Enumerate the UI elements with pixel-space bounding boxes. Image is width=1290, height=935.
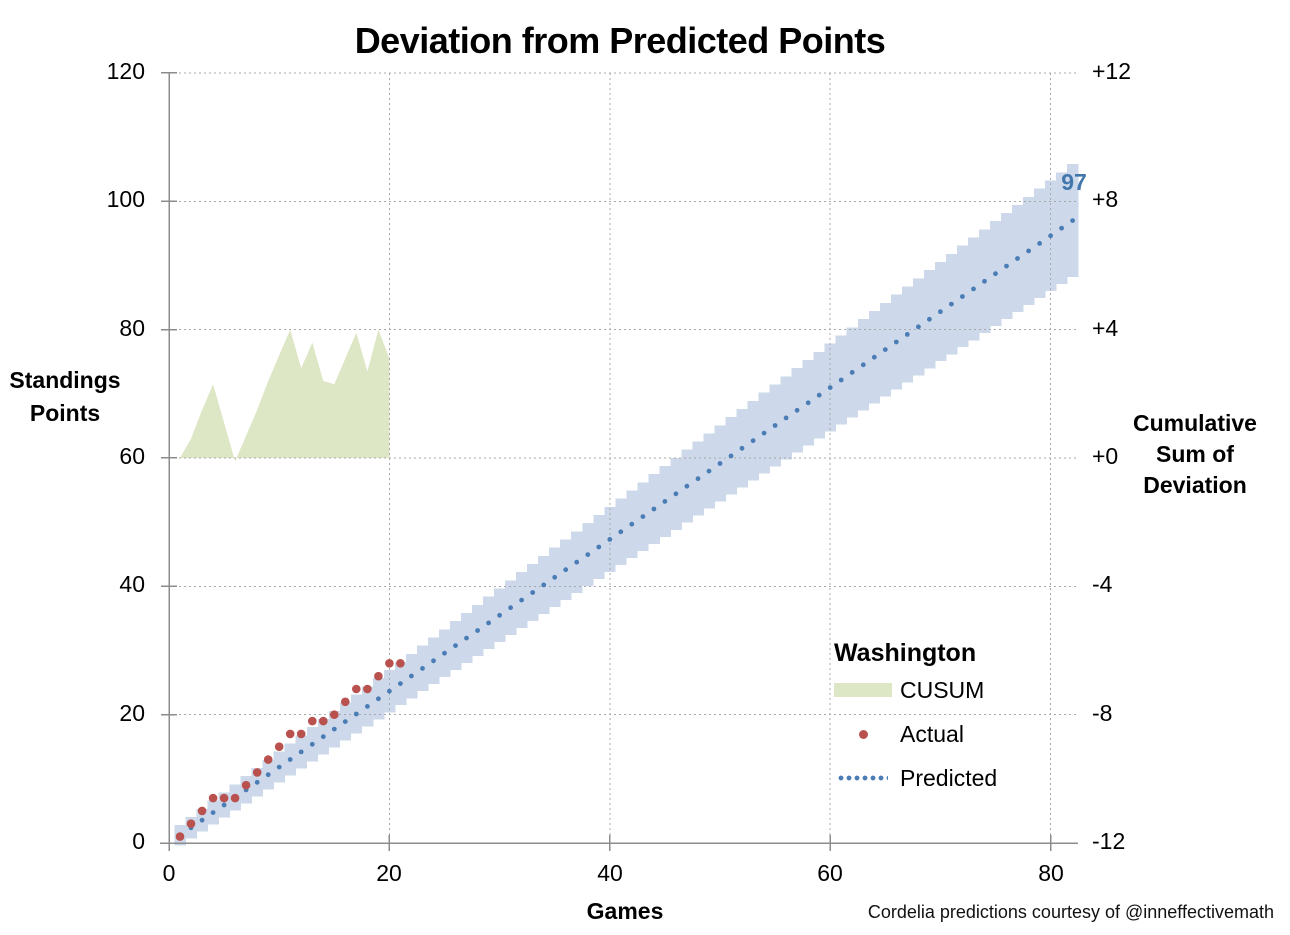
predicted-series — [177, 218, 1075, 838]
left-axis-title-line1: Standings — [9, 367, 121, 393]
right-tick-label: -4 — [1092, 571, 1113, 597]
right-tick-label: -8 — [1092, 700, 1113, 726]
legend-label-cusum: CUSUM — [900, 676, 985, 703]
right-tick-label: +12 — [1092, 58, 1132, 84]
actual-dot-swatch-icon — [858, 729, 868, 739]
x-tick-label: 0 — [162, 860, 176, 886]
right-tick-label: +0 — [1092, 443, 1119, 469]
left-tick-label: 100 — [106, 186, 145, 212]
left-tick-label: 0 — [132, 828, 145, 854]
x-tick-label: 80 — [1038, 860, 1064, 886]
left-tick-label: 120 — [106, 58, 145, 84]
x-tick-label: 60 — [817, 860, 843, 886]
x-tick-label: 40 — [597, 860, 623, 886]
cusum-area-swatch-icon — [834, 683, 892, 697]
legend-item-cusum: CUSUM — [834, 668, 997, 712]
right-axis-title-line3: Deviation — [1143, 472, 1247, 498]
cusum-area — [180, 329, 390, 462]
right-tick-label: -12 — [1092, 828, 1126, 854]
right-axis-title: Cumulative Sum of Deviation — [1122, 408, 1268, 501]
chart-title: Deviation from Predicted Points — [354, 20, 886, 61]
x-tick-label: 20 — [376, 860, 402, 886]
predicted-final-value-label: 97 — [1061, 169, 1087, 195]
left-axis-title: Standings Points — [0, 364, 130, 430]
right-axis-title-line1: Cumulative — [1133, 410, 1257, 436]
right-tick-label: +8 — [1092, 186, 1119, 212]
left-tick-label: 40 — [119, 571, 145, 597]
actual-series — [175, 659, 405, 841]
left-axis-title-line2: Points — [29, 400, 101, 426]
gridlines — [169, 72, 1078, 843]
x-axis-title: Games — [586, 898, 664, 924]
legend-label-predicted: Predicted — [900, 764, 998, 791]
credit-text: Cordelia predictions courtesy of @inneff… — [867, 902, 1274, 922]
axes — [160, 72, 1078, 851]
right-tick-label: +4 — [1092, 315, 1119, 341]
predicted-line-swatch-icon — [838, 775, 888, 781]
legend-item-predicted: Predicted — [834, 756, 997, 800]
left-tick-label: 20 — [119, 700, 145, 726]
legend-item-actual: Actual — [834, 712, 997, 756]
left-tick-label: 60 — [119, 443, 145, 469]
left-tick-label: 80 — [119, 315, 145, 341]
legend: Washington CUSUM Actual Predicted — [834, 638, 997, 800]
right-axis-title-line2: Sum of — [1156, 441, 1234, 467]
legend-title: Washington — [834, 639, 977, 667]
legend-label-actual: Actual — [900, 720, 964, 747]
